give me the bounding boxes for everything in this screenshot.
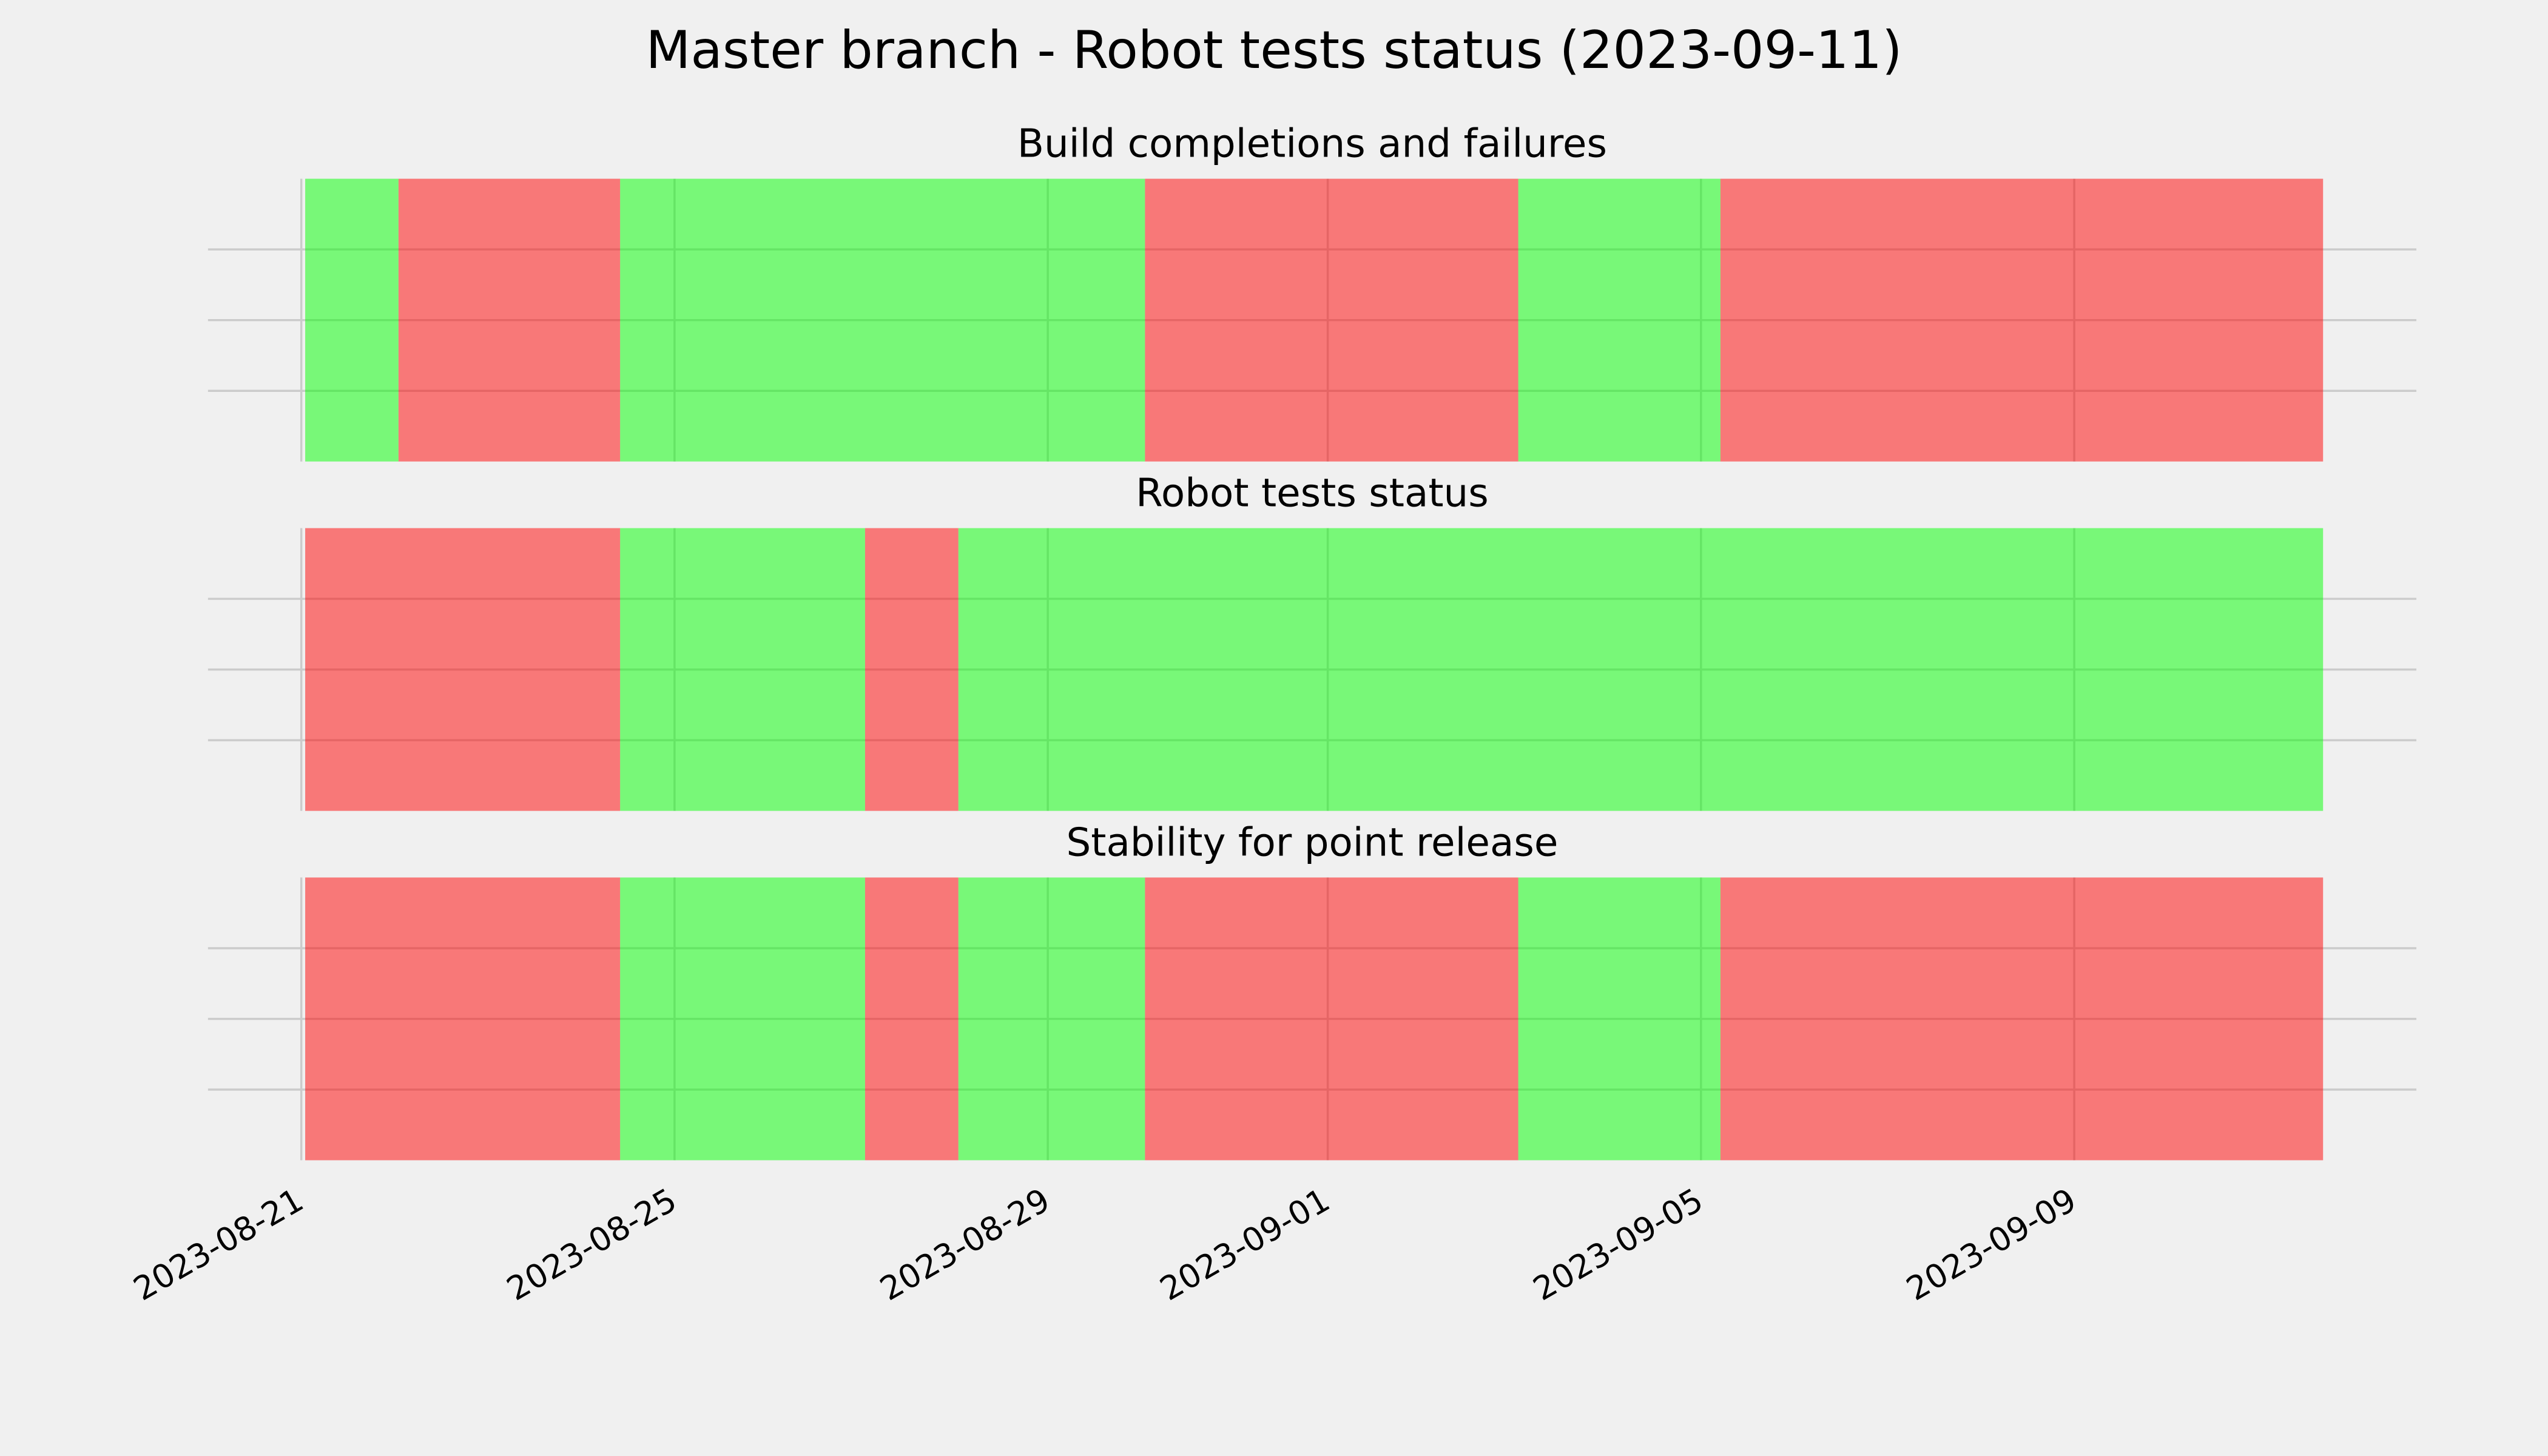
status-span — [958, 528, 2324, 811]
panel-title: Stability for point release — [1067, 820, 1559, 865]
x-tick-label: 2023-08-29 — [874, 1181, 1056, 1308]
status-span — [958, 877, 1145, 1161]
x-tick-label: 2023-09-09 — [1900, 1181, 2083, 1308]
status-span — [305, 178, 399, 462]
status-span — [864, 877, 959, 1161]
status-span — [1720, 178, 2324, 462]
status-span — [1518, 178, 1721, 462]
x-tick-label: 2023-08-21 — [127, 1181, 309, 1308]
panel-title: Robot tests status — [1136, 471, 1489, 516]
status-span — [1145, 178, 1518, 462]
status-span — [1518, 877, 1721, 1161]
status-span — [864, 528, 959, 811]
status-span — [305, 528, 621, 811]
status-span — [1720, 877, 2324, 1161]
status-span — [398, 178, 621, 462]
status-span — [620, 528, 865, 811]
status-span — [305, 877, 621, 1161]
x-tick-label: 2023-09-05 — [1527, 1181, 1710, 1308]
status-span — [620, 178, 1145, 462]
status-span — [620, 877, 865, 1161]
status-span — [1145, 877, 1518, 1161]
panel-title: Build completions and failures — [1017, 121, 1607, 167]
chart-title: Master branch - Robot tests status (2023… — [645, 20, 1902, 81]
x-tick-label: 2023-08-25 — [500, 1181, 683, 1308]
x-tick-label: 2023-09-01 — [1153, 1181, 1336, 1308]
